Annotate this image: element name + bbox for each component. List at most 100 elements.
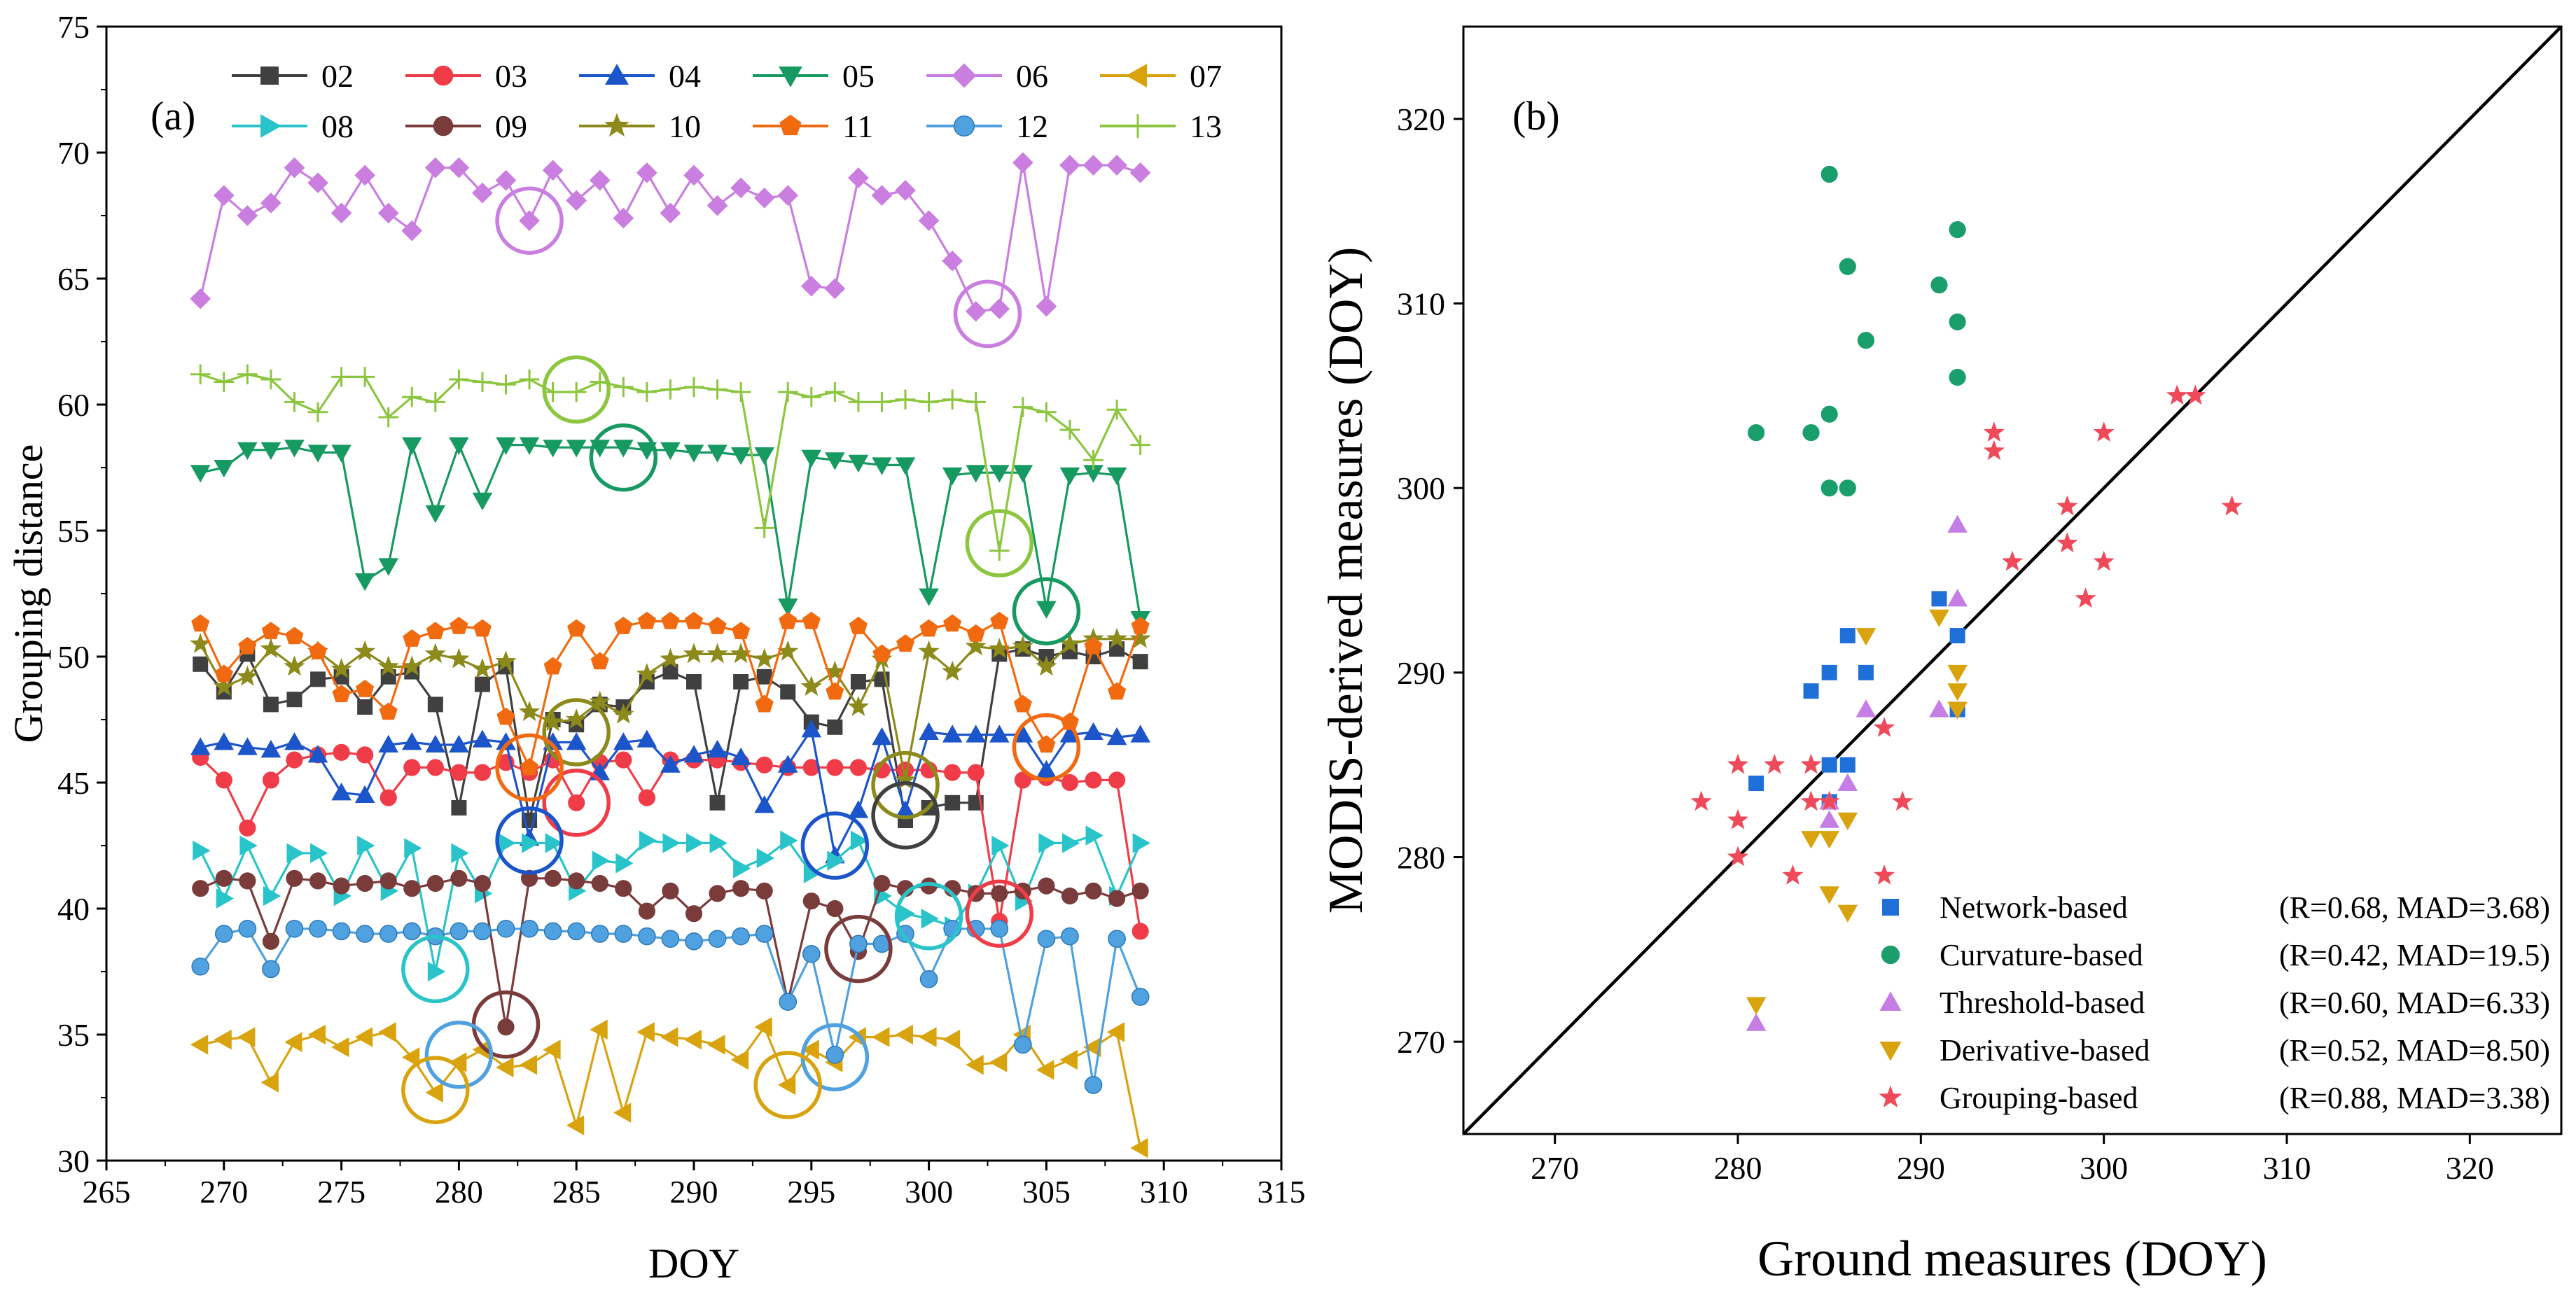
panel-a-data-point	[779, 611, 798, 629]
panel-a-data-point	[686, 833, 704, 853]
panel-a-data-point	[730, 447, 751, 465]
legend-marker	[605, 64, 629, 85]
panel-b-data-point	[1800, 753, 1822, 774]
panel-a-data-point	[989, 540, 1010, 561]
panel-b-data-point	[2093, 550, 2115, 571]
panel-a-data-point	[472, 729, 493, 748]
panel-a-data-point	[1084, 1076, 1103, 1094]
panel-a-series-13	[190, 364, 1150, 561]
panel-a-data-point	[1131, 617, 1150, 634]
panel-a-data-point	[450, 869, 468, 887]
panel-a-data-point	[284, 392, 305, 412]
panel-a-data-point	[895, 180, 916, 201]
panel-a-data-point	[1012, 465, 1033, 483]
panel-a-data-point	[662, 664, 678, 680]
panel-a-data-point	[214, 732, 235, 750]
legend-label: Grouping-based	[1940, 1081, 2138, 1115]
panel-a-data-point	[730, 177, 751, 199]
legend-marker	[952, 63, 977, 88]
panel-b-data-point	[2075, 587, 2096, 608]
panel-a-data-point	[850, 674, 866, 690]
panel-b-data-point	[1930, 276, 1948, 294]
panel-a-data-point	[942, 724, 963, 743]
panel-a-data-point	[802, 759, 820, 776]
panel-a-data-point	[378, 734, 399, 752]
panel-a-data-point	[213, 676, 235, 696]
panel-b-data-point	[1727, 753, 1749, 774]
panel-a-data-point	[660, 202, 681, 224]
panel-a-data-point	[545, 833, 563, 853]
legend-label: 10	[669, 108, 701, 144]
panel-a-data-point	[684, 611, 704, 629]
panel-b-data-point	[1839, 628, 1856, 644]
panel-a-y-tick-label: 60	[57, 387, 90, 423]
panel-a-data-point	[496, 437, 516, 455]
panel-a-data-point	[310, 671, 326, 687]
panel-a-data-point	[473, 922, 492, 941]
panel-a-data-point	[801, 449, 822, 468]
panel-a-data-point	[284, 1032, 302, 1053]
panel-a-data-point	[356, 874, 374, 892]
panel-a-data-point	[613, 732, 634, 750]
panel-b-data-point	[1818, 790, 1840, 811]
panel-a-data-point	[473, 874, 492, 892]
legend-label: 02	[321, 58, 354, 94]
panel-a-data-point	[425, 505, 446, 524]
panel-a-data-point	[471, 658, 494, 678]
panel-a-line-chart: 265 270 275 280 285 290 295 300 305 310 315 30 35 40 4…	[6, 9, 1306, 1287]
panel-a-data-point	[1132, 923, 1149, 940]
panel-a-data-point	[543, 382, 563, 402]
panel-a-data-point	[942, 467, 963, 486]
panel-a-data-point	[919, 619, 938, 637]
panel-a-data-point	[920, 877, 938, 895]
panel-a-data-point	[263, 886, 281, 906]
panel-a-data-point	[425, 734, 446, 752]
panel-a-data-point	[1036, 601, 1057, 619]
panel-a-data-point	[942, 389, 963, 410]
panel-a-data-point	[756, 668, 772, 685]
panel-b-series-Grouping-based	[1690, 384, 2243, 885]
panel-a-data-point	[1012, 724, 1033, 743]
panel-a-data-point	[894, 769, 917, 790]
panel-a-data-point	[777, 382, 798, 402]
panel-a-data-point	[403, 629, 422, 647]
panel-a-data-point	[450, 764, 468, 781]
panel-a-data-point	[1106, 155, 1127, 176]
panel-b-data-point	[1727, 808, 1749, 830]
panel-a-y-tick-label: 70	[57, 135, 90, 171]
panel-b-x-axis-label: Ground measures (DOY)	[1757, 1231, 2267, 1287]
panel-b-x-tick-label: 270	[1531, 1150, 1579, 1186]
panel-a-data-point	[568, 872, 585, 890]
panel-b-data-point	[1802, 424, 1820, 442]
panel-a-data-point	[825, 452, 845, 470]
panel-b-data-point	[2166, 384, 2188, 405]
panel-a-data-point	[990, 611, 1009, 629]
panel-b-data-point	[1947, 683, 1968, 701]
panel-a-data-point	[449, 1052, 467, 1072]
legend-label: Network-based	[1940, 890, 2128, 925]
panel-b-data-point	[1837, 773, 1858, 792]
panel-a-data-point	[1108, 890, 1126, 907]
panel-a-data-point	[543, 440, 563, 458]
panel-b-y-tick-label: 270	[1397, 1024, 1445, 1060]
panel-b-data-point	[1748, 776, 1764, 792]
panel-a-data-point	[237, 1027, 256, 1047]
panel-a-data-point	[519, 437, 540, 455]
panel-a-data-point	[638, 789, 655, 806]
legend-marker	[433, 65, 454, 86]
panel-a-data-point	[285, 919, 304, 938]
panel-b-data-point	[1690, 790, 1712, 811]
legend-marker	[604, 113, 629, 137]
panel-a-data-point	[639, 830, 657, 851]
panel-b-data-point	[1837, 904, 1858, 923]
panel-b-data-point	[1949, 313, 1966, 330]
panel-a-data-point	[756, 756, 773, 774]
panel-b-x-tick-label: 310	[2263, 1150, 2311, 1186]
legend-marker	[953, 115, 975, 137]
panel-a-data-point	[777, 640, 799, 661]
legend-label: 03	[495, 58, 527, 94]
panel-a-data-point	[332, 685, 351, 703]
legend-label: Derivative-based	[1940, 1033, 2150, 1068]
panel-a-data-point	[991, 835, 1010, 856]
panel-a-data-point	[755, 925, 774, 943]
